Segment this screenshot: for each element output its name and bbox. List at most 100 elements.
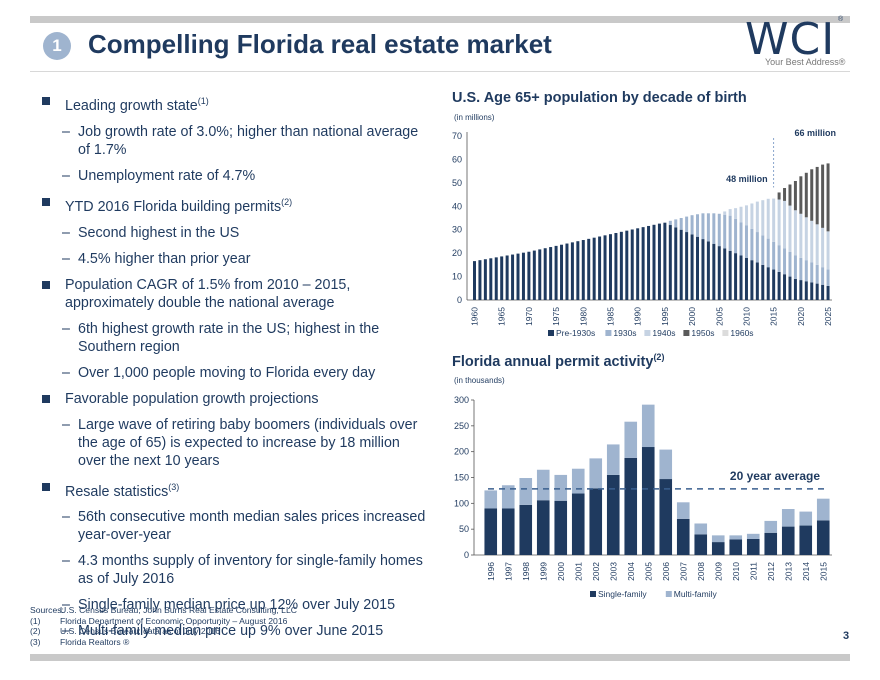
bar-segment-pre-1930s — [581, 240, 585, 300]
x-tick-label: 1999 — [538, 562, 548, 581]
bar-segment-single-family — [571, 493, 585, 555]
sub-bullet-item: –56th consecutive month median sales pri… — [30, 508, 430, 544]
bar-segment-pre-1930s — [755, 262, 759, 300]
bar-segment-1930s — [696, 214, 700, 237]
bar-segment-1930s — [679, 218, 683, 230]
bar-segment-pre-1930s — [793, 278, 797, 300]
bar-segment-1940s — [788, 205, 792, 252]
bar-segment-1930s — [744, 225, 748, 258]
x-tick-label: 1998 — [521, 562, 531, 581]
bar-segment-pre-1930s — [576, 241, 580, 300]
bar-segment-pre-1930s — [538, 249, 542, 300]
x-tick-label: 2005 — [714, 307, 724, 326]
bar-segment-1930s — [674, 219, 678, 228]
bar-segment-1930s — [826, 269, 830, 286]
x-tick-label: 1975 — [551, 307, 561, 326]
dash-bullet-icon: – — [62, 597, 70, 614]
bar-segment-1950s — [793, 180, 797, 211]
x-tick-label: 1965 — [497, 307, 507, 326]
bar-segment-single-family — [676, 518, 690, 555]
dash-bullet-icon: – — [62, 553, 70, 570]
sources-footnotes: Sources:U.S. Census Bureau; John Burns R… — [30, 605, 297, 647]
bullet-text: 6th highest growth rate in the US; highe… — [78, 320, 380, 355]
bar-segment-pre-1930s — [701, 239, 705, 300]
bar-segment-1940s — [783, 200, 787, 249]
bar-segment-multi-family — [641, 404, 655, 448]
bar-segment-1940s — [750, 203, 754, 229]
bar-segment-single-family — [816, 520, 830, 555]
bar-segment-multi-family — [746, 533, 760, 539]
bar-segment-single-family — [746, 538, 760, 555]
company-logo: WCI — [745, 14, 836, 65]
bar-segment-pre-1930s — [788, 276, 792, 300]
bar-segment-1930s — [728, 215, 732, 251]
annotation-66-million: 66 million — [795, 128, 837, 138]
permit-chart: 0 50 100 150 200 250 300 1996 1997 1998 1999 2000 20… — [454, 395, 832, 599]
bar-segment-1940s — [821, 227, 825, 268]
bullet-text: Second highest in the US — [78, 224, 240, 241]
bar-segment-pre-1930s — [543, 248, 547, 300]
bar-segment-1930s — [755, 232, 759, 263]
bullet-text: Over 1,000 people moving to Florida ever… — [78, 364, 376, 381]
bar-segment-multi-family — [624, 421, 638, 458]
bar-segment-pre-1930s — [783, 274, 787, 300]
bullet-text: YTD 2016 Florida building permits — [65, 198, 282, 215]
bar-segment-pre-1930s — [494, 257, 498, 300]
footnote-ref: (1) — [197, 96, 209, 106]
x-tick-label: 1996 — [486, 562, 496, 581]
population-chart: 0 10 20 30 40 50 60 70 1960 1965 1970 1975 1980 1985 1… — [452, 128, 837, 338]
bar-segment-pre-1930s — [815, 283, 819, 300]
bar-segment-1940s — [761, 200, 765, 236]
bar-segment-single-family — [589, 488, 603, 555]
bar-segment-pre-1930s — [527, 251, 531, 300]
x-tick-label: 2015 — [769, 307, 779, 326]
bottom-rule — [30, 654, 850, 661]
bar-segment-1940s — [810, 220, 814, 263]
bar-segment-pre-1930s — [717, 246, 721, 300]
bar-segment-pre-1930s — [603, 235, 607, 300]
y-tick-label: 50 — [452, 178, 462, 188]
bar-segment-1930s — [821, 267, 825, 285]
bar-segment-multi-family — [711, 535, 725, 543]
bullet-item: Favorable population growth projections — [30, 390, 430, 408]
bar-segment-single-family — [519, 504, 533, 555]
bullet-text: Large wave of retiring baby boomers (ind… — [78, 416, 418, 469]
bar-segment-1930s — [712, 213, 716, 244]
bar-segment-pre-1930s — [608, 234, 612, 300]
bullet-text: Job growth rate of 3.0%; higher than nat… — [78, 123, 419, 158]
bar-segment-1940s — [804, 217, 808, 261]
chart2-title-text: Florida annual permit activity — [452, 353, 654, 370]
y-tick-label: 300 — [454, 395, 469, 405]
bar-segment-single-family — [781, 526, 795, 555]
x-tick-label: 1990 — [633, 307, 643, 326]
bar-segment-pre-1930s — [772, 269, 776, 300]
chart1-title: U.S. Age 65+ population by decade of bir… — [452, 90, 747, 106]
x-tick-label: 2003 — [608, 562, 618, 581]
bar-segment-pre-1930s — [821, 284, 825, 300]
legend-label: Single-family — [598, 589, 647, 599]
footnote-ref: (2) — [281, 196, 293, 207]
bar-segment-multi-family — [571, 468, 585, 494]
legend-swatch — [683, 330, 690, 336]
x-tick-label: 2009 — [713, 562, 723, 581]
bar-segment-single-family — [694, 534, 708, 555]
x-tick-label: 2012 — [766, 562, 776, 581]
bar-segment-1950s — [810, 169, 814, 221]
bar-segment-pre-1930s — [500, 256, 504, 300]
sub-bullet-item: – Second highest in the US — [30, 224, 430, 242]
bar-segment-pre-1930s — [766, 267, 770, 300]
x-tick-label: 2004 — [626, 562, 636, 581]
y-tick-label: 0 — [464, 550, 469, 560]
square-bullet-icon — [42, 97, 50, 105]
source-row: Sources:U.S. Census Bureau; John Burns R… — [30, 605, 297, 616]
title-divider — [30, 71, 850, 72]
bar-segment-pre-1930s — [511, 254, 515, 300]
source-text: U.S. Census Bureau; data as of July 2016 — [60, 626, 221, 636]
bar-segment-single-family — [536, 500, 550, 555]
bar-segment-pre-1930s — [483, 259, 487, 300]
x-tick-label: 2002 — [591, 562, 601, 581]
bar-segment-1940s — [815, 224, 819, 265]
dash-bullet-icon: – — [62, 224, 70, 241]
bar-segment-1930s — [772, 241, 776, 270]
x-tick-label: 2006 — [661, 562, 671, 581]
